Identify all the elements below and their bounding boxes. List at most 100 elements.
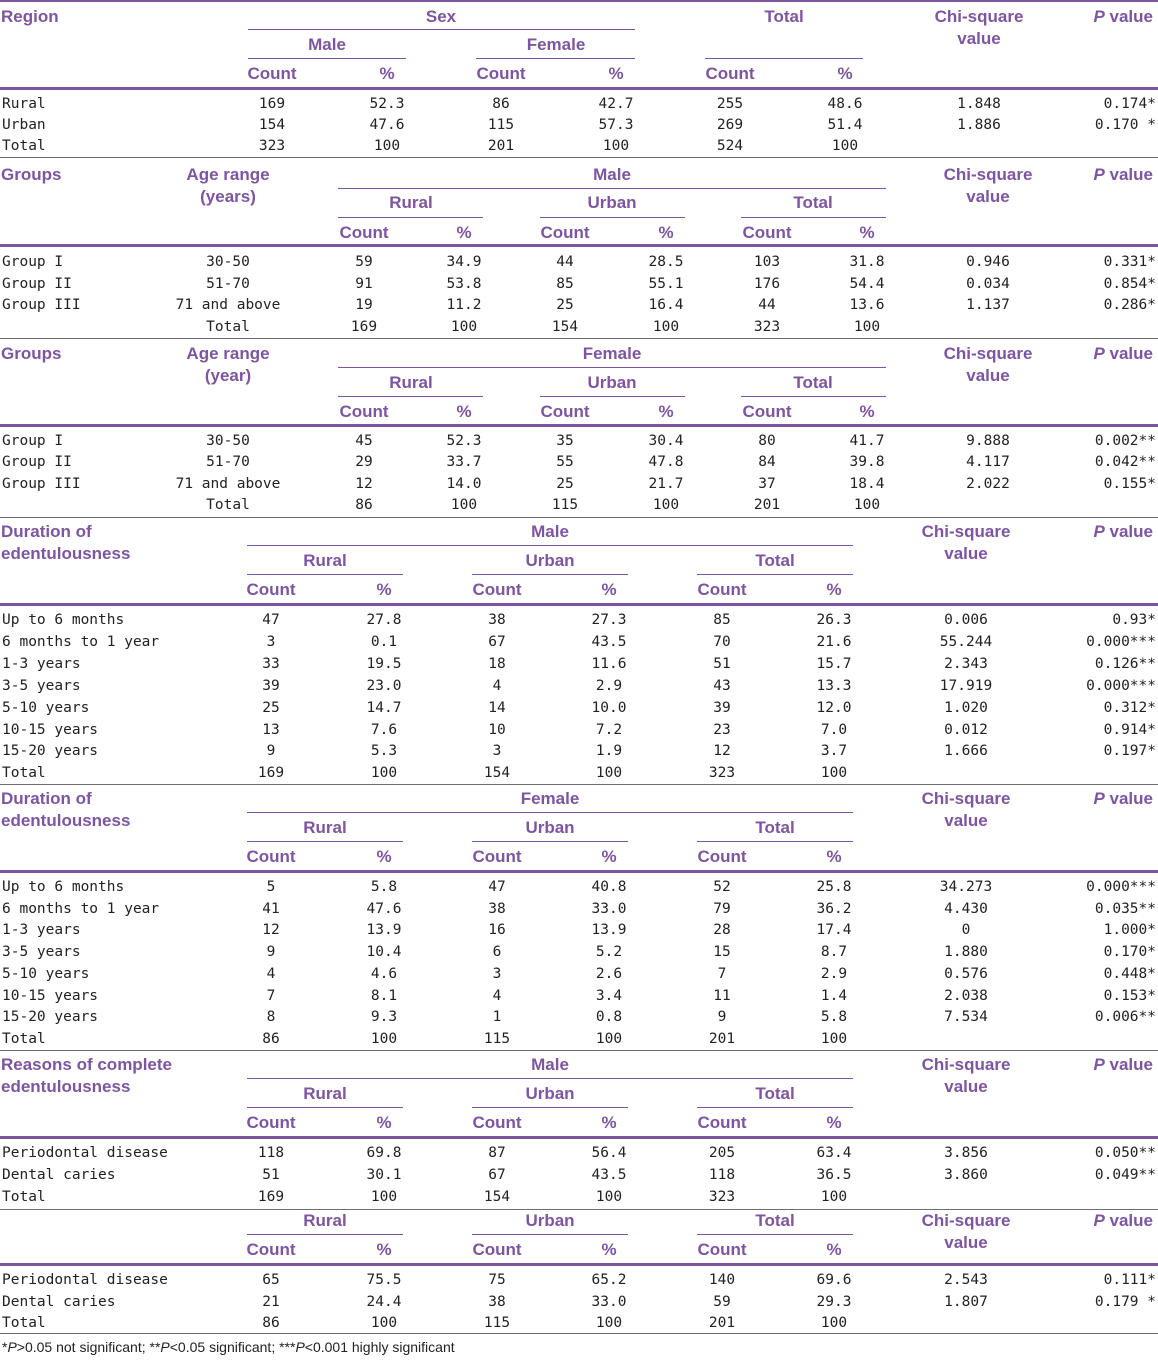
- p-value-header: P value: [1093, 1055, 1153, 1075]
- chi-square-cell: 7.534: [944, 1009, 988, 1026]
- percent-cell: 42.7: [598, 96, 634, 112]
- percent-cell: 27.3: [591, 612, 627, 628]
- count-header: Count: [339, 402, 389, 421]
- percent-cell: 43.5: [591, 1167, 627, 1183]
- count-cell: 118: [708, 1167, 736, 1183]
- chi-square-cell: 1.886: [957, 117, 1001, 133]
- percent-cell: 57.3: [598, 117, 634, 133]
- row-label: Up to 6 months: [2, 879, 125, 895]
- group-header: Rural: [303, 818, 347, 837]
- header-underline: [472, 1107, 628, 1108]
- percent-cell: 1.4: [820, 987, 848, 1004]
- chi-square-cell: 1.666: [944, 743, 988, 760]
- header-underline: [697, 1107, 853, 1108]
- chi-square-cell: 2.022: [966, 475, 1010, 492]
- age-range-header: (years): [200, 187, 256, 206]
- count-cell: 6: [492, 944, 502, 961]
- count-cell: 25: [556, 475, 574, 492]
- count-cell: 55: [556, 454, 574, 471]
- chi-square-header: Chi-square: [921, 1055, 1011, 1074]
- chi-square-header: value: [944, 1233, 988, 1252]
- count-cell: 154: [551, 319, 579, 336]
- group-header: Urban: [525, 551, 575, 570]
- header-underline: [247, 1078, 853, 1079]
- count-cell: 176: [753, 275, 781, 292]
- row-label: 10-15 years: [2, 721, 99, 738]
- count-cell: 115: [487, 117, 515, 133]
- percent-cell: 100: [370, 1315, 398, 1331]
- p-value-cell: 0.170 *: [1094, 117, 1156, 133]
- header-rule: [0, 870, 1158, 873]
- percent-cell: 52.3: [446, 433, 482, 449]
- count-cell: 51: [713, 655, 731, 672]
- age-range: 30-50: [206, 254, 250, 270]
- row-label: Rural: [2, 96, 46, 112]
- row-header-label: edentulousness: [1, 544, 131, 563]
- count-cell: 10: [488, 721, 506, 738]
- percent-cell: 21.6: [816, 633, 852, 650]
- age-range: 30-50: [206, 433, 250, 449]
- percent-header: %: [601, 847, 617, 866]
- row-label: Group I: [2, 433, 64, 449]
- percent-cell: 100: [595, 1030, 623, 1047]
- count-cell: 44: [556, 254, 574, 270]
- header-underline: [247, 1107, 403, 1108]
- percent-cell: 14.0: [446, 475, 482, 492]
- percent-header: %: [601, 1240, 617, 1259]
- count-cell: 115: [483, 1315, 511, 1331]
- count-cell: 28: [713, 922, 731, 939]
- p-value-cell: 0.448*: [1103, 965, 1156, 982]
- row-header-label: Groups: [1, 344, 62, 363]
- p-value-cell: 0.197*: [1103, 743, 1156, 760]
- count-cell: 67: [488, 633, 506, 650]
- count-cell: 201: [753, 496, 781, 513]
- percent-header: %: [376, 580, 392, 599]
- p-rest: value: [1109, 1055, 1153, 1074]
- chi-square-cell: 0.946: [966, 254, 1010, 270]
- p-rest: value: [1109, 522, 1153, 541]
- count-cell: 23: [713, 721, 731, 738]
- count-cell: 70: [713, 633, 731, 650]
- percent-cell: 30.1: [366, 1167, 402, 1183]
- count-cell: 39: [713, 699, 731, 716]
- group-header: Total: [755, 1211, 795, 1230]
- group-header: Female: [526, 35, 586, 54]
- chi-square-cell: 0.012: [944, 721, 988, 738]
- group-header: Urban: [587, 193, 637, 212]
- count-cell: 59: [355, 254, 373, 270]
- group-header: Total: [793, 373, 833, 392]
- count-cell: 35: [556, 433, 574, 449]
- age-range-header: (year): [204, 366, 252, 385]
- header-underline: [705, 58, 863, 59]
- count-cell: 9: [266, 944, 276, 961]
- count-cell: 201: [487, 138, 515, 154]
- percent-cell: 10.4: [366, 944, 402, 961]
- percent-cell: 7.6: [370, 721, 398, 738]
- group-header: Urban: [525, 818, 575, 837]
- group-header: Rural: [303, 1084, 347, 1103]
- row-label: Up to 6 months: [2, 612, 125, 628]
- count-cell: 86: [262, 1030, 280, 1047]
- count-cell: 269: [716, 117, 744, 133]
- p-value-cell: 0.174*: [1103, 96, 1156, 112]
- percent-cell: 31.8: [849, 254, 885, 270]
- count-cell: 323: [708, 765, 736, 782]
- count-cell: 323: [708, 1189, 736, 1205]
- group-header: Rural: [389, 373, 433, 392]
- count-header: Count: [476, 64, 526, 83]
- group-header: Rural: [303, 551, 347, 570]
- count-header: Count: [742, 402, 792, 421]
- age-range: Total: [206, 319, 250, 336]
- row-label: 3-5 years: [2, 677, 81, 694]
- age-range: 51-70: [206, 454, 250, 471]
- row-label: Total: [2, 1030, 46, 1047]
- p-value-cell: 0.854*: [1103, 275, 1156, 292]
- row-header-label: Region: [1, 7, 59, 26]
- header-underline: [741, 217, 886, 218]
- row-label: Total: [2, 1315, 46, 1331]
- count-cell: 79: [713, 900, 731, 917]
- count-cell: 12: [262, 922, 280, 939]
- chi-square-header: value: [944, 544, 988, 563]
- percent-cell: 13.9: [366, 922, 402, 939]
- percent-cell: 41.7: [849, 433, 885, 449]
